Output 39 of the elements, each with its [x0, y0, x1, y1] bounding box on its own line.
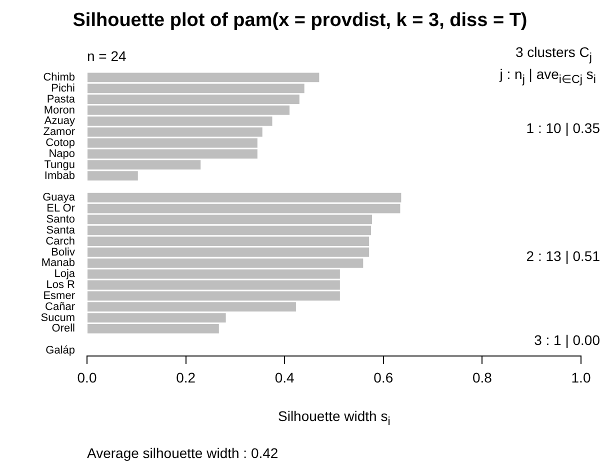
y-tick-label: Zamor [43, 126, 76, 138]
y-tick-label: Loja [54, 268, 76, 280]
y-tick-label: Sucum [40, 312, 75, 324]
y-tick-label: Carch [46, 235, 75, 248]
x-tick-label: 0.0 [77, 369, 97, 386]
x-tick-label: 0.8 [472, 369, 492, 386]
x-tick-label: 0.4 [274, 369, 295, 386]
y-tick-label: Guaya [42, 192, 76, 204]
y-tick-label: Pichi [51, 82, 75, 94]
y-tick-label: Boliv [51, 246, 76, 258]
chart-title: Silhouette plot of pam(x = provdist, k = 3, diss = T) [72, 10, 528, 32]
y-tick-label: Santa [46, 224, 76, 236]
y-tick-label: Tungu [44, 158, 75, 171]
y-tick-label: Galáp [46, 344, 75, 357]
text: n = 24 [87, 48, 126, 64]
text: 3 clusters C$_{j}$ [515, 44, 592, 64]
x-tick-label: 0.2 [176, 369, 196, 386]
y-tick-label: Chimb [43, 71, 75, 84]
y-tick-label: Santo [46, 213, 75, 226]
y-tick-label: Napo [48, 148, 75, 160]
y-tick-label: Cañar [45, 300, 76, 313]
y-tick-label: Imbab [44, 170, 75, 182]
x-tick-label: 0.6 [374, 369, 394, 386]
text: Average silhouette width : 0.42 [87, 445, 278, 461]
x-axis-title: Silhouette width s$_{i}$ [278, 408, 390, 428]
y-tick-label: Esmer [43, 290, 76, 302]
y-tick-label: Orell [52, 322, 75, 335]
y-tick-label: Moron [44, 104, 75, 116]
annotation: 1 : 10 | 0.35 [526, 120, 600, 136]
annotation: 3 : 1 | 0.00 [534, 332, 600, 348]
annotation: j : n$_{j}$ | ave$_{i∈Cj}$ s$_{i}$ [500, 66, 596, 86]
y-tick-label: Cotop [46, 137, 75, 150]
y-tick-label: Manab [41, 257, 75, 270]
y-tick-label: Pasta [46, 93, 76, 106]
x-tick-label: 1.0 [571, 369, 591, 386]
y-tick-label: EL Or [46, 202, 76, 215]
y-tick-label: Azuay [44, 115, 76, 128]
y-tick-label: Los R [46, 279, 76, 292]
annotation: 2 : 13 | 0.51 [526, 248, 600, 264]
